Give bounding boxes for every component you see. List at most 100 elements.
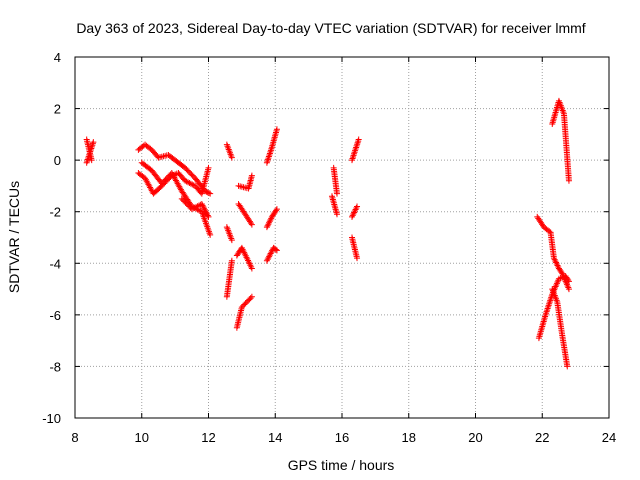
data-point (565, 278, 572, 285)
data-point (202, 208, 209, 215)
data-point (351, 150, 358, 157)
data-point (354, 255, 361, 262)
x-tick-labels: 8 10 12 14 16 18 20 22 24 (71, 430, 616, 445)
data-point (349, 155, 356, 162)
data-point (198, 200, 205, 207)
x-axis-label: GPS time / hours (288, 457, 395, 473)
data-point (186, 179, 193, 186)
data-point (266, 251, 273, 258)
data-point (180, 197, 187, 204)
data-point (552, 258, 559, 265)
data-point (207, 190, 214, 197)
y-tick-label: -6 (49, 308, 61, 323)
data-point (205, 190, 212, 197)
data-point (565, 177, 572, 184)
data-point (158, 180, 165, 187)
data-point (349, 212, 356, 219)
data-point (351, 209, 358, 216)
data-point (265, 221, 272, 228)
data-point (352, 147, 359, 154)
data-point (264, 158, 271, 165)
data-point (351, 207, 358, 214)
data-points (83, 97, 572, 370)
data-point (205, 213, 212, 220)
data-point (333, 190, 340, 197)
data-point (90, 139, 97, 146)
data-point (182, 177, 189, 184)
data-point (185, 202, 192, 209)
data-point (186, 203, 193, 210)
data-point (178, 195, 185, 202)
data-point (266, 253, 273, 260)
data-point (248, 172, 255, 179)
data-point (351, 149, 358, 156)
data-point (182, 164, 189, 171)
data-point (544, 307, 551, 314)
data-point (564, 363, 571, 370)
data-point (263, 257, 270, 264)
data-point (241, 301, 248, 308)
data-point (199, 202, 206, 209)
data-point (354, 141, 361, 148)
data-point (204, 212, 211, 219)
x-tick-label: 18 (402, 430, 416, 445)
y-tick-label: -4 (49, 256, 61, 271)
data-point (240, 302, 247, 309)
data-point (189, 181, 196, 188)
data-point (200, 203, 207, 210)
y-tick-label: 2 (54, 102, 61, 117)
data-point (350, 210, 357, 217)
data-point (181, 198, 188, 205)
data-point (264, 156, 271, 163)
data-point (266, 150, 273, 157)
grid-lines (75, 57, 609, 418)
x-tick-label: 10 (135, 430, 149, 445)
data-point (204, 211, 211, 218)
x-tick-label: 14 (268, 430, 282, 445)
data-point (207, 231, 214, 238)
data-point (547, 297, 554, 304)
data-point (184, 167, 191, 174)
x-tick-label: 16 (335, 430, 349, 445)
data-point (565, 277, 572, 284)
data-point (352, 146, 359, 153)
data-point (194, 203, 201, 210)
x-tick-label: 22 (535, 430, 549, 445)
data-point (267, 250, 274, 257)
data-point (264, 222, 271, 229)
data-point (203, 209, 210, 216)
data-point (267, 147, 274, 154)
plot-frame (74, 56, 610, 419)
data-point (545, 303, 552, 310)
data-point (201, 206, 208, 213)
data-point (183, 166, 190, 173)
data-point (544, 305, 551, 312)
data-point (352, 206, 359, 213)
data-point (266, 218, 273, 225)
data-point (545, 302, 552, 309)
data-point (162, 176, 169, 183)
data-point (188, 171, 195, 178)
data-point (333, 211, 340, 218)
data-point (265, 153, 272, 160)
chart-title: Day 363 of 2023, Sidereal Day-to-day VTE… (76, 20, 585, 36)
data-point (201, 205, 208, 212)
data-point (268, 145, 275, 152)
data-point (248, 265, 255, 272)
data-point (247, 220, 254, 227)
data-point (551, 256, 558, 263)
data-point (273, 207, 280, 214)
data-point (187, 180, 194, 187)
data-point (228, 154, 235, 161)
data-point (265, 254, 272, 261)
data-point (354, 203, 361, 210)
x-tick-label: 24 (602, 430, 616, 445)
data-point (273, 247, 280, 254)
data-point (88, 157, 95, 164)
data-point (228, 237, 235, 244)
data-point (248, 221, 255, 228)
x-tick-label: 8 (71, 430, 78, 445)
data-point (553, 261, 560, 268)
x-tick-label: 12 (201, 430, 215, 445)
y-tick-labels: 4 2 0 -2 -4 -6 -8 -10 (42, 50, 61, 426)
